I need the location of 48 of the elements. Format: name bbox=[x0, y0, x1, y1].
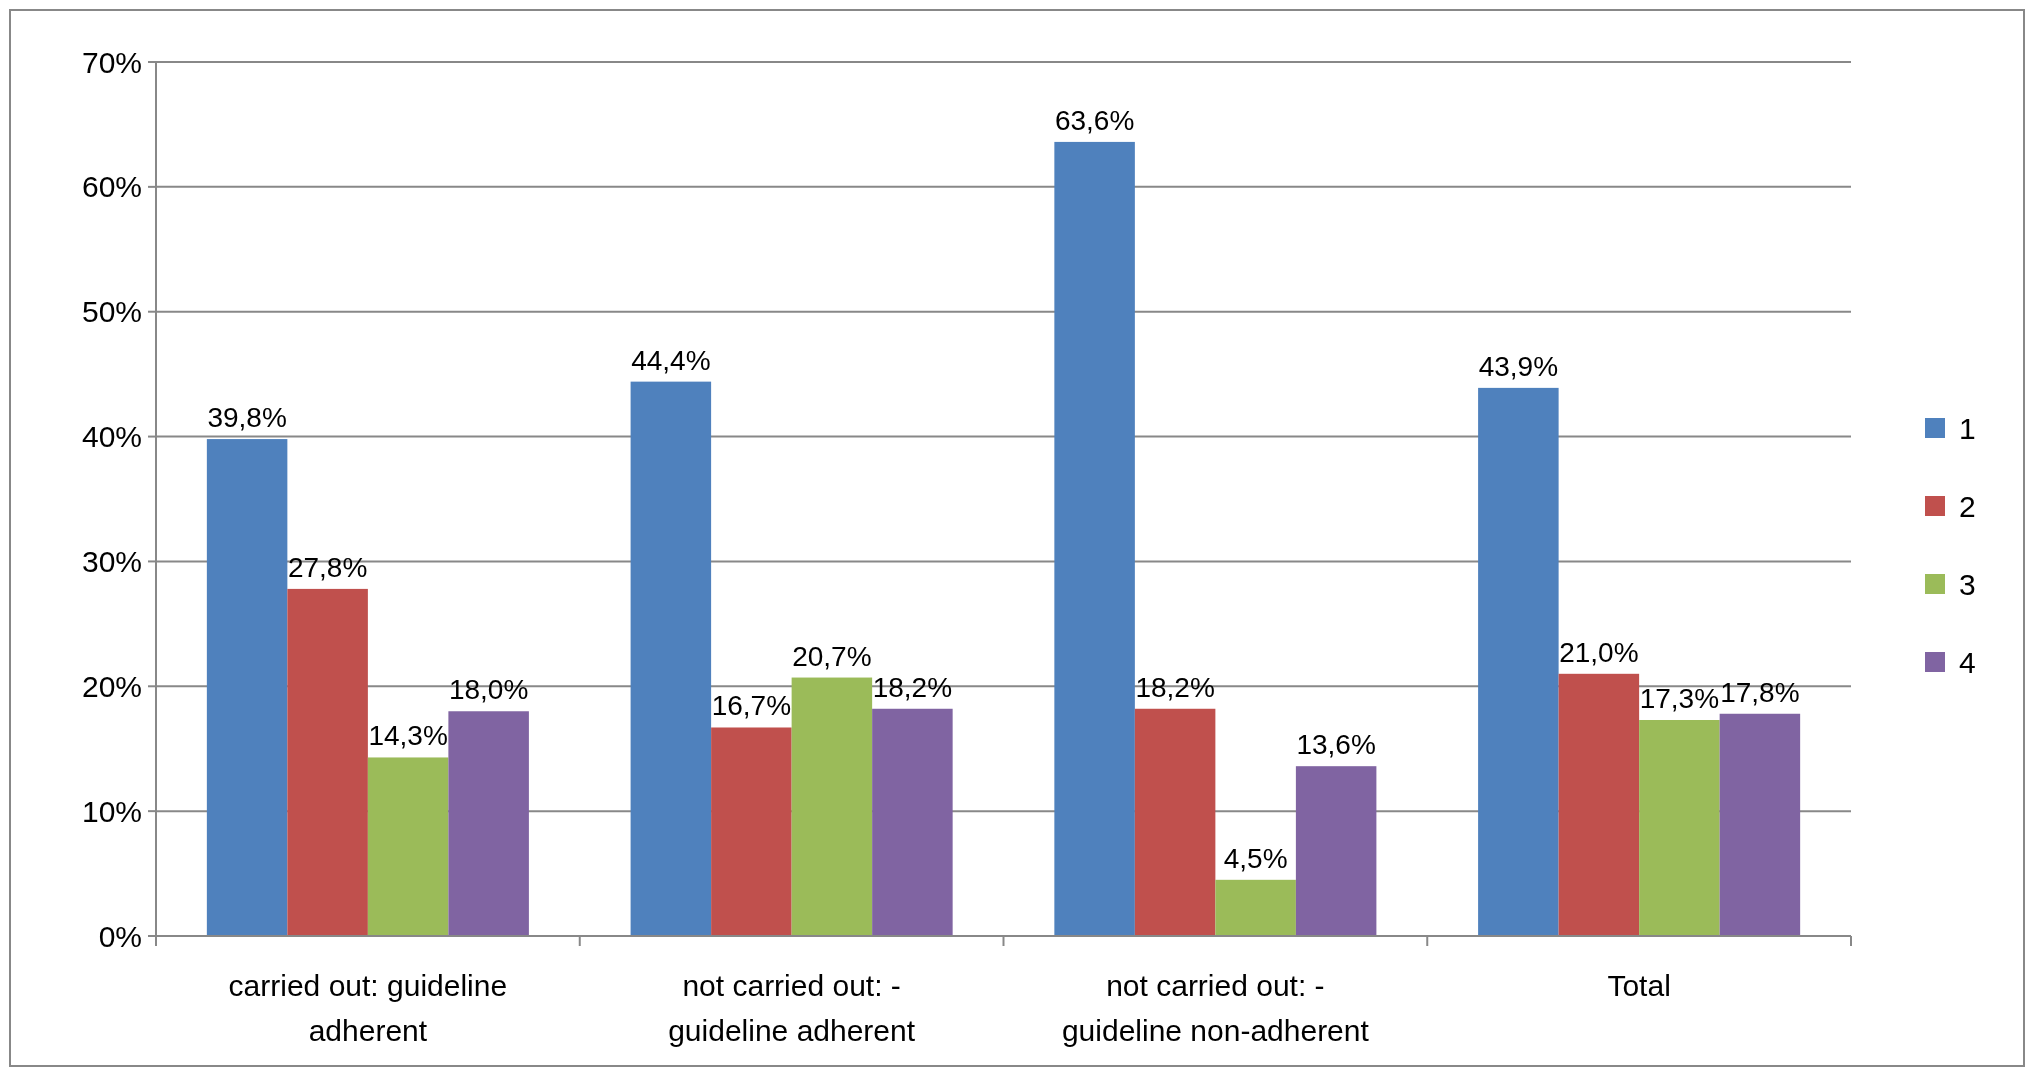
data-label: 63,6% bbox=[1054, 104, 1135, 136]
y-tick-label: 70% bbox=[81, 45, 142, 79]
data-label: 16,7% bbox=[711, 690, 792, 722]
x-tick-label: not carried out: - guideline non-adherent bbox=[1061, 969, 1370, 1047]
bar bbox=[791, 677, 873, 936]
x-tick-label: Total bbox=[1607, 969, 1671, 1002]
x-tick-label: carried out: guideline adherent bbox=[228, 969, 508, 1047]
bar bbox=[872, 708, 953, 936]
data-label: 39,8% bbox=[207, 402, 287, 434]
data-label: 13,6% bbox=[1296, 729, 1376, 761]
data-label: 20,7% bbox=[792, 640, 872, 672]
bar bbox=[630, 381, 712, 936]
data-label: 18,2% bbox=[1135, 671, 1215, 703]
bar bbox=[367, 757, 449, 936]
data-label: 27,8% bbox=[287, 551, 368, 583]
bar bbox=[1215, 879, 1296, 936]
data-label: 17,8% bbox=[1720, 676, 1800, 708]
data-label: 18,2% bbox=[872, 671, 953, 703]
data-label: 17,3% bbox=[1639, 683, 1720, 714]
bar bbox=[1295, 766, 1377, 936]
legend-label: 3 bbox=[1959, 567, 1976, 601]
y-tick-label: 30% bbox=[81, 544, 142, 578]
y-tick-label: 60% bbox=[81, 170, 142, 204]
y-tick-label: 40% bbox=[81, 420, 142, 454]
data-label: 14,3% bbox=[368, 720, 448, 752]
data-label: 18,0% bbox=[448, 674, 529, 706]
bar bbox=[1639, 720, 1720, 936]
bar bbox=[1558, 673, 1640, 936]
bar bbox=[711, 727, 792, 936]
bar bbox=[287, 588, 368, 936]
y-tick-label: 10% bbox=[81, 794, 142, 828]
legend-label: 2 bbox=[1959, 489, 1976, 523]
legend-label: 1 bbox=[1959, 411, 1976, 445]
x-tick-label: not carried out: - guideline adherent bbox=[668, 969, 916, 1047]
legend-label: 4 bbox=[1959, 645, 1976, 679]
data-label: 43,9% bbox=[1478, 350, 1559, 382]
y-tick-label: 50% bbox=[81, 295, 142, 329]
bar bbox=[448, 711, 529, 936]
bar bbox=[1054, 141, 1135, 936]
bar bbox=[206, 439, 288, 936]
y-tick-label: 0% bbox=[98, 919, 142, 953]
y-tick-label: 20% bbox=[81, 669, 142, 703]
data-label: 21,0% bbox=[1559, 636, 1639, 668]
data-label: 44,4% bbox=[631, 344, 711, 376]
bar bbox=[1478, 387, 1559, 936]
bar bbox=[1134, 708, 1216, 936]
data-label: 4,5% bbox=[1223, 842, 1288, 874]
bar bbox=[1719, 713, 1801, 936]
